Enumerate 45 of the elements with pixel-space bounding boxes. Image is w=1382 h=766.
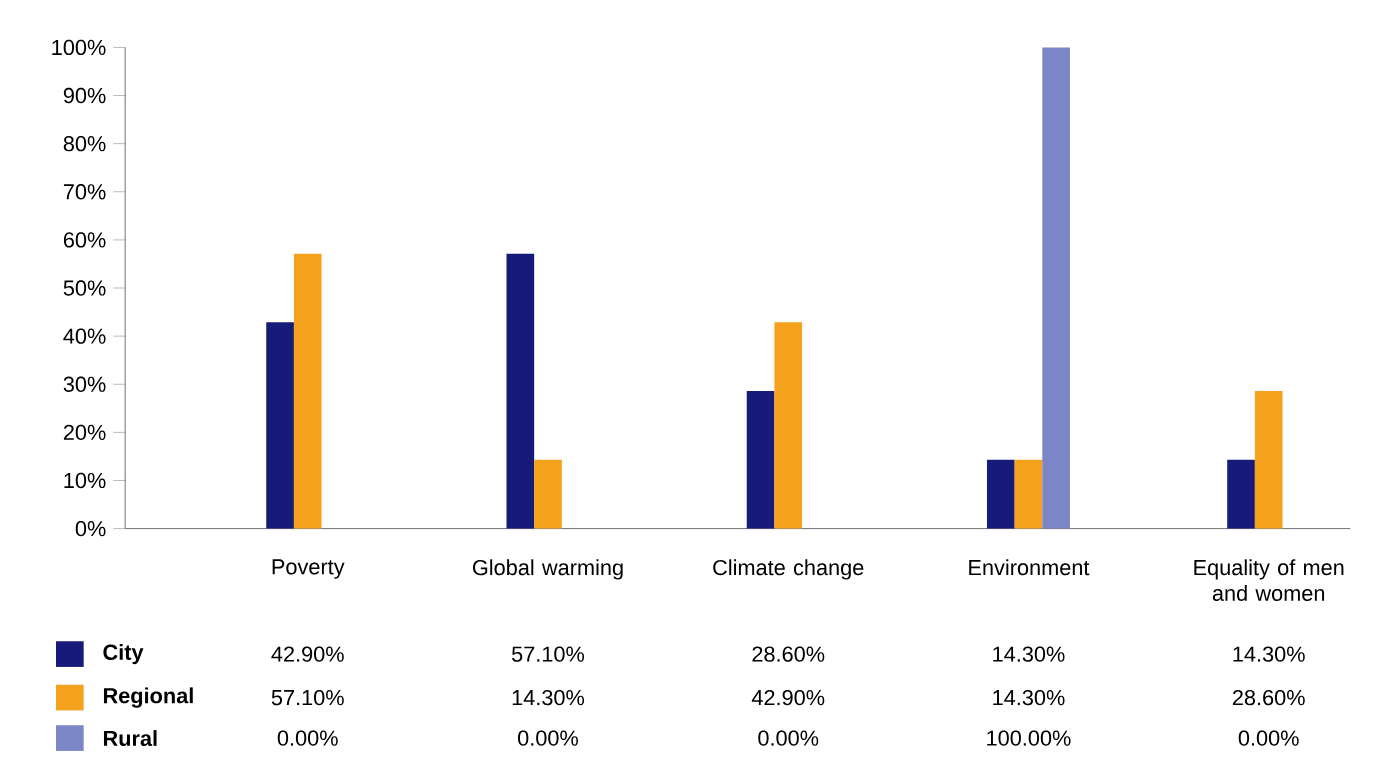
bar <box>506 253 535 529</box>
data-label: 14.30% <box>512 690 585 706</box>
y-tick-label: 10% <box>64 472 106 489</box>
data-label: 14.30% <box>1233 646 1305 662</box>
data-label: 28.60% <box>1232 690 1305 706</box>
data-label: 0.00% <box>1238 730 1299 746</box>
legend-label: Regional <box>103 687 193 708</box>
data-label: 57.10% <box>271 690 344 706</box>
x-tick-label: Equality of men and women <box>1194 559 1344 602</box>
x-tick-label: Climate change <box>713 559 864 580</box>
data-label: 0.00% <box>758 730 819 746</box>
y-tick-label: 30% <box>63 376 106 393</box>
data-label: 0.00% <box>277 730 338 746</box>
bar <box>1042 47 1070 529</box>
y-tick-label: 100% <box>52 39 106 56</box>
bar <box>774 322 803 529</box>
y-tick-label: 70% <box>63 184 106 200</box>
data-label: 57.10% <box>511 646 585 662</box>
legend-label: City <box>103 644 144 665</box>
bar <box>1014 459 1043 529</box>
y-tick-label: 80% <box>63 136 106 152</box>
x-tick-label: Poverty <box>272 559 345 579</box>
x-tick-label: Environment <box>969 559 1090 576</box>
y-tick-label: 50% <box>63 280 106 296</box>
y-tick-label: 0% <box>75 521 106 537</box>
bar <box>293 253 322 529</box>
data-label: 42.90% <box>271 646 344 662</box>
bar <box>1227 459 1255 529</box>
data-label: 28.60% <box>752 646 825 662</box>
data-label: 100.00% <box>987 730 1071 746</box>
bar <box>266 322 294 529</box>
bar <box>534 459 562 529</box>
x-tick-label: Global warming <box>472 559 623 580</box>
data-label: 14.30% <box>993 646 1065 662</box>
y-tick-label: 60% <box>63 232 106 248</box>
data-label: 14.30% <box>993 690 1065 706</box>
bar <box>986 459 1015 529</box>
bar <box>746 391 775 529</box>
y-tick-label: 40% <box>63 328 106 344</box>
y-tick-label: 90% <box>63 87 106 104</box>
y-tick-label: 20% <box>63 424 106 441</box>
data-label: 42.90% <box>751 690 825 706</box>
legend-label: Rural <box>103 730 157 747</box>
data-label: 0.00% <box>518 730 579 746</box>
bar <box>1254 391 1283 529</box>
